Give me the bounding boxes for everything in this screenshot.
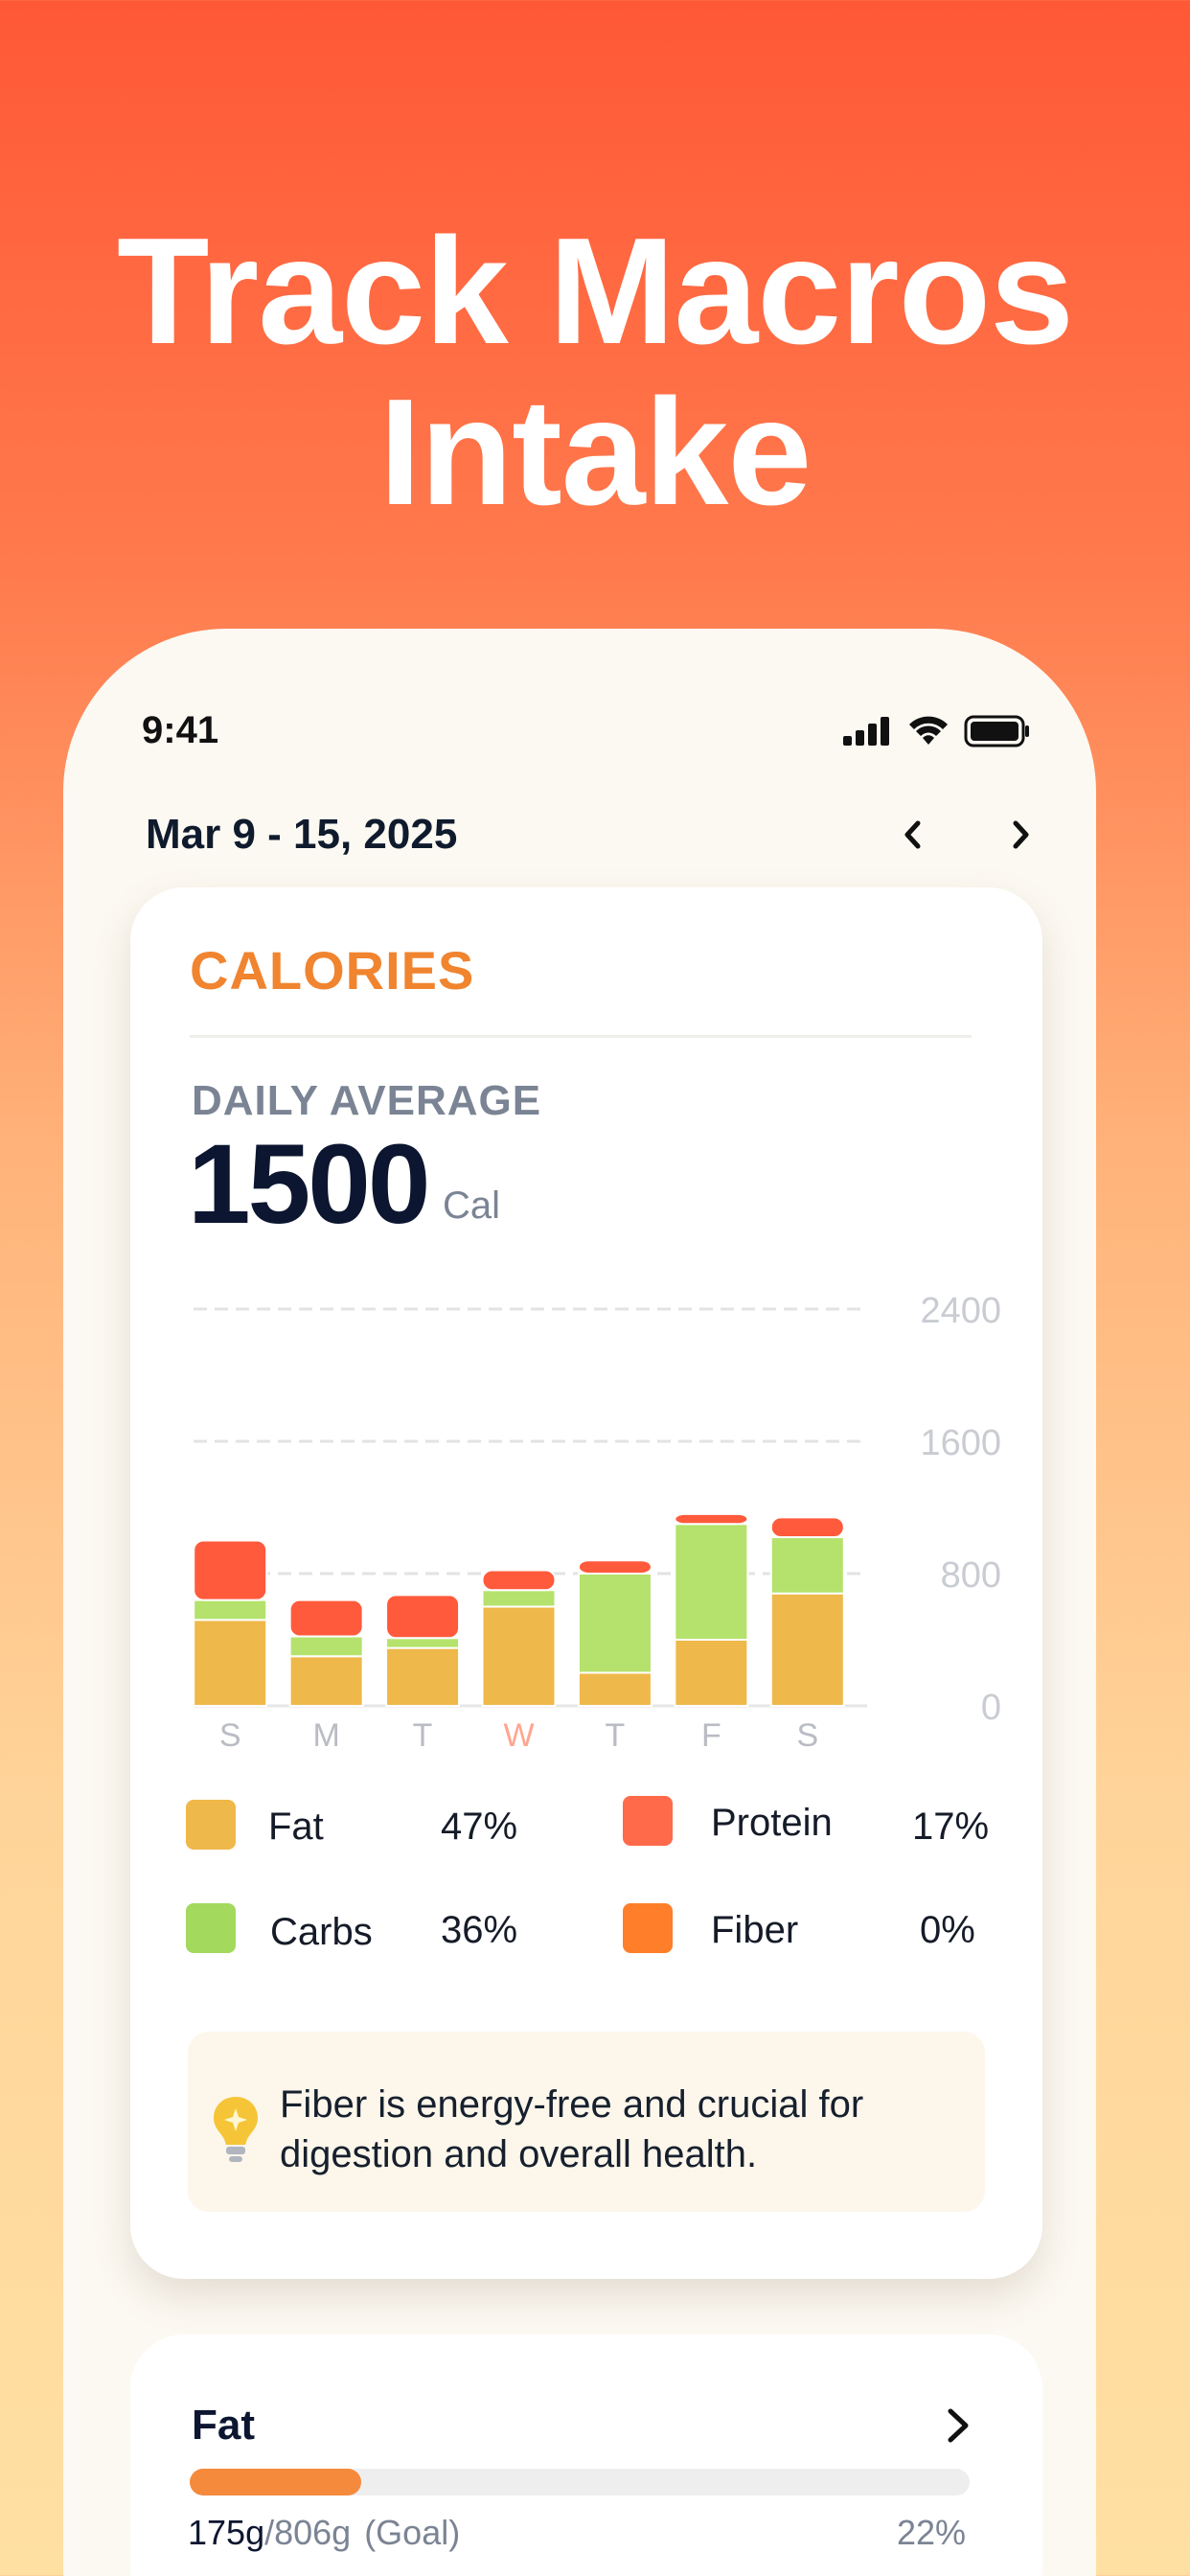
bar-segment-fat xyxy=(385,1646,461,1707)
fat-percent: 22% xyxy=(897,2513,967,2552)
bar-segment-carbs xyxy=(193,1598,268,1622)
legend-pct-protein: 17% xyxy=(912,1806,990,1848)
bar-segment-fat xyxy=(769,1592,845,1708)
divider xyxy=(190,1035,972,1038)
bar-segment-fat xyxy=(674,1639,749,1707)
fat-swatch xyxy=(186,1800,236,1850)
bar-segment-protein xyxy=(193,1539,268,1601)
x-tick-label: M xyxy=(312,1717,339,1754)
x-tick-label: F xyxy=(701,1717,721,1754)
wifi-icon xyxy=(909,716,948,745)
legend-label-fat: Fat xyxy=(268,1806,324,1848)
tip-text: Fiber is energy-free and crucial for dig… xyxy=(280,2083,864,2175)
next-week-button[interactable] xyxy=(996,811,1044,859)
headline-line-2: Intake xyxy=(378,368,812,537)
bar-segment-carbs xyxy=(577,1573,652,1674)
bar-segment-fat xyxy=(288,1655,364,1707)
battery-icon xyxy=(964,715,1029,748)
bar-segment-carbs xyxy=(769,1536,845,1595)
status-icons xyxy=(841,711,1033,749)
headline-line-1: Track Macros xyxy=(116,207,1074,376)
fat-goal-label: (Goal) xyxy=(364,2513,461,2552)
bar-segment-protein xyxy=(288,1598,364,1638)
fat-progress-track xyxy=(190,2469,970,2496)
x-tick-label: S xyxy=(219,1717,241,1754)
fiber-swatch xyxy=(623,1903,673,1953)
fat-amount: 175g/806g (Goal) xyxy=(188,2513,460,2553)
calories-stacked-bar-chart: 0 800 1600 2400 S M T W T F S xyxy=(193,1291,1001,1754)
chevron-right-icon[interactable] xyxy=(939,2402,977,2450)
bar-segment-protein xyxy=(674,1512,749,1526)
tip-box xyxy=(188,2032,985,2212)
legend-label-fiber: Fiber xyxy=(711,1909,799,1951)
legend-label-carbs: Carbs xyxy=(270,1911,373,1953)
fat-card-title: Fat xyxy=(192,2402,255,2449)
y-tick-label: 800 xyxy=(941,1555,1001,1596)
card-title: CALORIES xyxy=(190,940,475,1000)
protein-swatch xyxy=(623,1796,673,1846)
date-range: Mar 9 - 15, 2025 xyxy=(146,811,458,858)
bar-segment-protein xyxy=(577,1559,652,1576)
legend-pct-fat: 47% xyxy=(441,1806,518,1848)
daily-average-label: DAILY AVERAGE xyxy=(192,1077,542,1124)
x-tick-label: S xyxy=(796,1717,818,1754)
x-tick-label: W xyxy=(503,1717,534,1754)
bar-segment-carbs xyxy=(385,1637,461,1649)
bar-segment-carbs xyxy=(481,1589,557,1608)
bar-segment-fat xyxy=(481,1605,557,1707)
signal-icon xyxy=(843,717,889,746)
legend-pct-carbs: 36% xyxy=(441,1909,518,1951)
bar-segment-protein xyxy=(385,1594,461,1640)
fat-progress-fill xyxy=(190,2469,362,2496)
bar-segment-protein xyxy=(769,1516,845,1539)
bar-segment-carbs xyxy=(288,1635,364,1658)
lightbulb-icon xyxy=(214,2097,258,2162)
bar-segment-carbs xyxy=(674,1523,749,1641)
daily-average-unit: Cal xyxy=(443,1184,501,1227)
chevron-left-icon xyxy=(904,820,921,849)
fat-consumed: 175g xyxy=(188,2513,265,2552)
fat-goal: /806g xyxy=(264,2513,352,2552)
bar-segment-protein xyxy=(481,1569,557,1592)
x-tick-label: T xyxy=(606,1717,626,1754)
carbs-swatch xyxy=(186,1903,236,1953)
daily-average-value: 1500 xyxy=(188,1121,431,1248)
previous-week-button[interactable] xyxy=(889,811,937,859)
legend-pct-fiber: 0% xyxy=(920,1909,975,1951)
legend-label-protein: Protein xyxy=(711,1802,833,1844)
chevron-right-icon xyxy=(1013,820,1029,849)
headline: Track Macros Intake xyxy=(0,211,1190,533)
status-time: 9:41 xyxy=(142,709,219,751)
y-tick-label: 1600 xyxy=(920,1423,1001,1463)
y-tick-label: 2400 xyxy=(920,1291,1001,1331)
fat-summary-card[interactable] xyxy=(130,2334,1042,2576)
x-tick-label: T xyxy=(413,1717,433,1754)
y-tick-label: 0 xyxy=(981,1688,1001,1728)
bar-segment-fat xyxy=(577,1671,652,1707)
bar-segment-fat xyxy=(193,1619,268,1707)
